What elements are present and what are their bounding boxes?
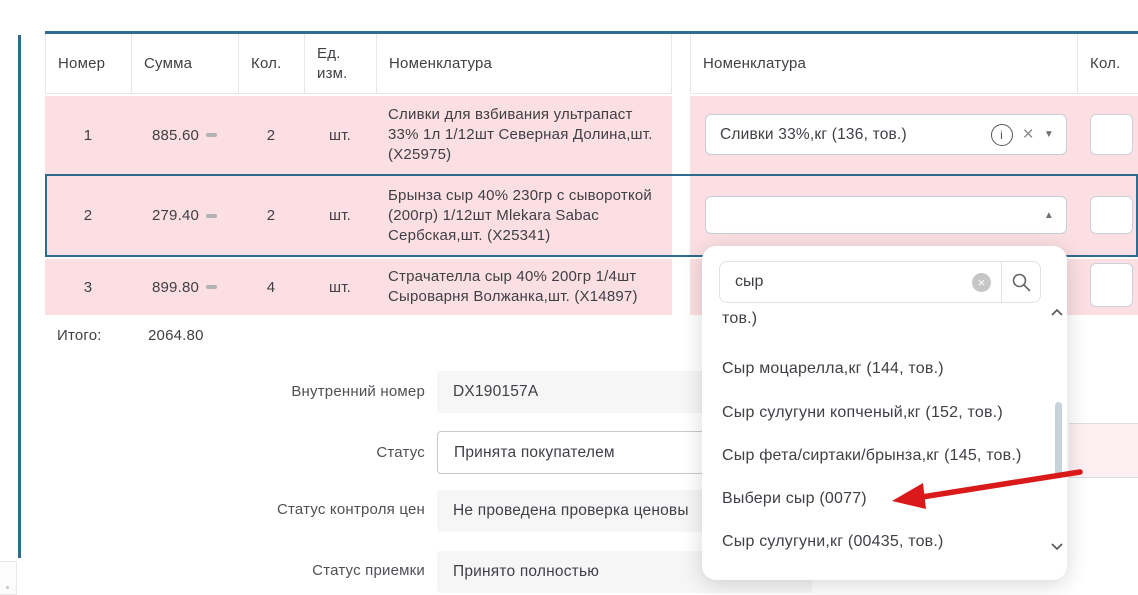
dropdown-option[interactable]: Сыр фета/сиртаки/брынза,кг (145, тов.) xyxy=(722,447,1022,464)
header-mapped-qty: Кол. xyxy=(1090,54,1121,72)
header-qty: Кол. xyxy=(239,34,305,93)
header-mapped-nomenclature: Номенклатура xyxy=(691,34,1078,93)
row1-sum-value: 885.60 xyxy=(151,126,200,144)
row3-unit: шт. xyxy=(328,278,351,296)
total-value: 2064.80 xyxy=(148,327,204,344)
clipped-field-fragment xyxy=(1069,423,1138,478)
row2-nomenclature-select[interactable]: ▲ xyxy=(705,196,1067,234)
minus-indicator-icon xyxy=(206,285,218,289)
internal-number-label: Внутренний номер xyxy=(291,383,425,400)
total-label: Итого: xyxy=(57,327,102,344)
row1-unit: шт. xyxy=(328,126,351,144)
row2-number: 2 xyxy=(83,207,93,224)
dropdown-search-input[interactable] xyxy=(720,262,972,302)
dropdown-scrollbar-thumb[interactable] xyxy=(1055,402,1062,476)
chevron-up-icon[interactable]: ▲ xyxy=(1043,209,1054,221)
row2-nomenclature: Брынза сыр 40% 230гр с сывороткой (200гр… xyxy=(388,186,652,244)
header-nomenclature: Номенклатура xyxy=(389,54,493,72)
row3-qty: 4 xyxy=(266,278,276,296)
invoice-table-header: Номер Сумма Кол. Ед. изм. Номенклатура xyxy=(45,34,672,94)
nomenclature-dropdown-panel: × тов.) Сыр моцарелла,кг (144, тов.) Сыр… xyxy=(702,246,1067,580)
table-row[interactable]: 1 885.60 2 шт. Сливки для взбивания ульт… xyxy=(45,96,672,174)
scroll-down-icon[interactable] xyxy=(1050,542,1064,551)
acceptance-status-label: Статус приемки xyxy=(312,562,425,579)
row1-nomenclature: Сливки для взбивания ультрапаст 33% 1л 1… xyxy=(388,106,653,163)
dropdown-search-box: × xyxy=(719,261,1041,303)
row2-qty: 2 xyxy=(266,207,276,224)
row3-sum-value: 899.80 xyxy=(151,278,200,296)
search-icon xyxy=(1012,273,1031,292)
minus-indicator-icon xyxy=(206,133,218,137)
scroll-up-icon[interactable] xyxy=(1050,308,1064,317)
row2-mapped-qty-input[interactable] xyxy=(1090,196,1133,234)
dropdown-option[interactable]: Выбери сыр (0077) xyxy=(722,490,867,507)
row1-mapped-qty-input[interactable] xyxy=(1090,114,1133,155)
row1-selected-nomenclature: Сливки 33%,кг (136, тов.) xyxy=(720,125,907,143)
bottom-left-fragment xyxy=(0,561,17,595)
row1-qty: 2 xyxy=(266,126,276,144)
top-accent-line xyxy=(45,31,1138,34)
dropdown-option[interactable]: Сыр моцарелла,кг (144, тов.) xyxy=(722,360,944,377)
price-control-status-label: Статус контроля цен xyxy=(276,501,425,518)
clear-selection-icon[interactable]: × xyxy=(1022,124,1034,145)
minus-indicator-icon xyxy=(206,213,218,218)
search-button[interactable] xyxy=(1001,262,1040,302)
dropdown-option[interactable]: Сыр сулугуни,кг (00435, тов.) xyxy=(722,533,944,550)
row1-nomenclature-select[interactable]: Сливки 33%,кг (136, тов.) i × ▼ xyxy=(705,114,1067,155)
header-number: Номер xyxy=(46,34,132,93)
header-unit: Ед. изм. xyxy=(305,34,377,93)
row1-sum: 885.60 xyxy=(131,96,238,174)
row2-unit: шт. xyxy=(328,207,351,224)
row3-number: 3 xyxy=(83,278,93,296)
dropdown-option[interactable]: Сыр сулугуни копченый,кг (152, тов.) xyxy=(722,404,1003,421)
mapping-table-header: Номенклатура Кол. xyxy=(690,34,1138,94)
dropdown-option-partial[interactable]: тов.) xyxy=(722,310,758,327)
clear-search-icon[interactable]: × xyxy=(972,272,991,292)
row3-sum: 899.80 xyxy=(131,259,238,315)
row2-sum-value: 279.40 xyxy=(151,207,200,224)
row3-nomenclature: Страчателла сыр 40% 200гр 1/4шт Сыроварн… xyxy=(388,268,638,305)
table-row[interactable]: 2 279.40 2 шт. Брынза сыр 40% 230гр с сы… xyxy=(45,176,672,255)
left-accent-line xyxy=(18,35,21,558)
row3-mapped-qty-input[interactable] xyxy=(1090,263,1133,307)
chevron-down-icon[interactable]: ▼ xyxy=(1043,129,1054,140)
info-icon[interactable]: i xyxy=(990,123,1013,146)
bottom-left-dot xyxy=(6,586,9,589)
header-sum: Сумма xyxy=(132,34,239,93)
row2-sum: 279.40 xyxy=(131,176,238,255)
table-row[interactable]: 3 899.80 4 шт. Страчателла сыр 40% 200гр… xyxy=(45,259,672,315)
status-label: Статус xyxy=(376,444,425,461)
row1-number: 1 xyxy=(83,126,93,144)
